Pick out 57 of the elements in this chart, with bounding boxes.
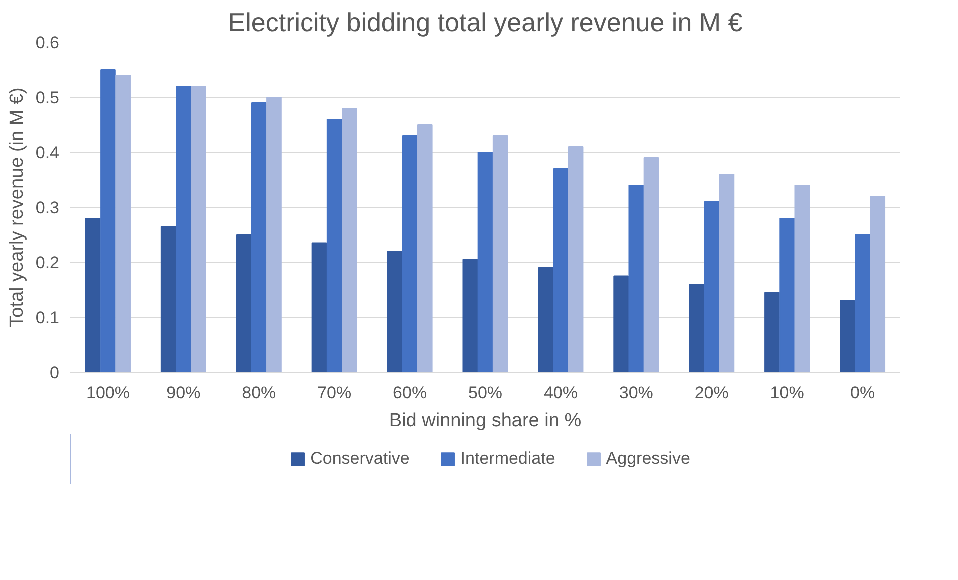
x-tick-label: 10%: [770, 384, 804, 402]
x-axis-title: Bid winning share in %: [389, 410, 582, 432]
bar: [764, 292, 780, 372]
bar: [794, 185, 810, 372]
bar: [100, 70, 116, 372]
bar: [628, 185, 644, 372]
bar: [116, 75, 131, 372]
bar: [462, 259, 478, 372]
x-tick-label: 40%: [544, 384, 578, 402]
bar: [553, 168, 569, 372]
x-tick-label: 60%: [393, 384, 428, 402]
bar: [855, 234, 870, 372]
bar: [251, 102, 267, 372]
x-tick-label: 20%: [694, 384, 729, 402]
bar: [704, 202, 720, 372]
bar: [191, 86, 206, 372]
bar: [478, 152, 494, 372]
bar: [312, 242, 328, 372]
bar: [417, 124, 433, 372]
bar: [387, 251, 403, 372]
y-tick-label: 0.3: [36, 198, 60, 218]
y-axis-title: Total yearly revenue (in M €): [6, 88, 28, 328]
y-tick-label: 0.5: [36, 88, 60, 108]
bar: [266, 97, 282, 372]
bar: [689, 284, 704, 372]
bar: [614, 276, 629, 372]
x-tick-label: 50%: [468, 384, 503, 402]
bar: [326, 119, 342, 372]
bar: [176, 86, 192, 372]
bar: [538, 268, 554, 372]
bar: [85, 218, 101, 372]
bar: [160, 226, 176, 372]
bar: [568, 146, 584, 372]
x-tick-label: 100%: [86, 384, 130, 402]
y-tick-label: 0.6: [36, 34, 60, 52]
x-tick-label: 30%: [619, 384, 654, 402]
bar: [402, 136, 418, 372]
chart-title: Electricity bidding total yearly revenue in M €: [228, 8, 744, 38]
legend-label: Aggressive: [606, 449, 690, 469]
y-tick-label: 0: [50, 364, 60, 382]
bar: [840, 300, 856, 372]
x-tick-label: 90%: [166, 384, 201, 402]
bar: [342, 108, 358, 372]
y-tick-label: 0.1: [36, 308, 60, 328]
x-tick-label: 70%: [318, 384, 352, 402]
bar: [780, 218, 795, 372]
y-tick-label: 0.2: [36, 254, 60, 272]
legend-label: Conservative: [310, 449, 410, 469]
bar: [719, 174, 735, 372]
x-tick-label: 0%: [850, 384, 876, 402]
legend-label: Intermediate: [460, 449, 556, 469]
bar: [644, 158, 660, 372]
x-tick-label: 80%: [242, 384, 276, 402]
bar: [870, 196, 886, 372]
y-tick-label: 0.4: [36, 144, 60, 162]
bar: [236, 234, 252, 372]
bar: [492, 136, 508, 372]
